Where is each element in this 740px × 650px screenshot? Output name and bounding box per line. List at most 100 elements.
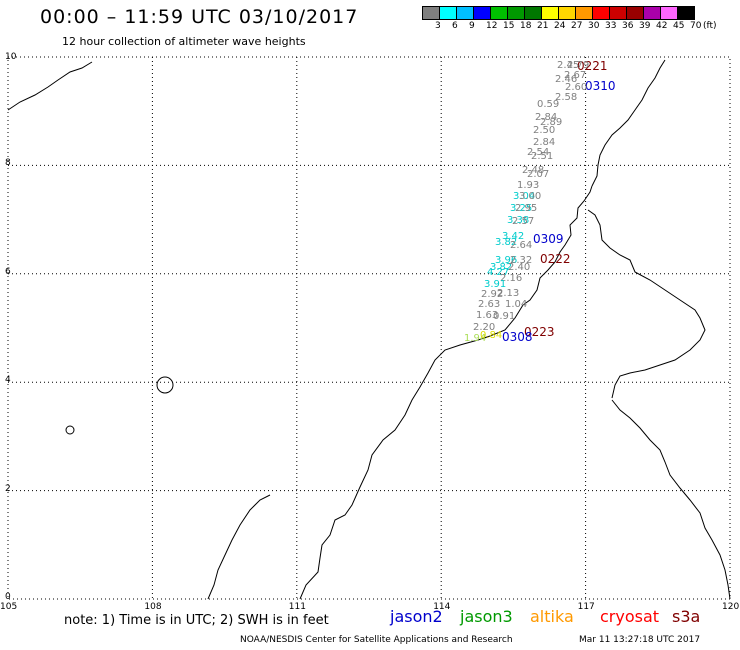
latitude-tick-label: 2 bbox=[5, 483, 11, 494]
legend-label: 33 bbox=[605, 21, 617, 31]
legend-unit: (ft) bbox=[703, 21, 717, 31]
swh-value-label: 3.38 bbox=[507, 215, 529, 226]
longitude-tick-label: 114 bbox=[433, 602, 451, 612]
swh-value-label: 2.20 bbox=[473, 322, 495, 333]
swh-value-label: 2.89 bbox=[540, 117, 562, 128]
wave-height-legend: 3 6 9 12 15 18 21 24 27 30 33 36 39 42 45 70 (ft) bbox=[422, 6, 717, 32]
track-time-label: 0310 bbox=[585, 79, 616, 93]
coastline-china-south bbox=[299, 185, 593, 600]
swh-value-label: 2.51 bbox=[531, 151, 553, 162]
swh-value-label: 2.46 bbox=[555, 74, 577, 85]
swh-value-label: 0.84 bbox=[480, 330, 502, 341]
swh-value-label: 2.79 bbox=[567, 60, 589, 71]
swh-value-label: 2.32 bbox=[510, 255, 532, 266]
legend-label: 39 bbox=[639, 21, 651, 31]
coastline-vietnam bbox=[591, 59, 666, 187]
track-time-label: 0223 bbox=[524, 325, 555, 339]
swh-value-label: 2.54 bbox=[527, 147, 549, 158]
latitude-tick-label: 0 bbox=[5, 592, 11, 602]
legend-label: 45 bbox=[673, 21, 685, 31]
swh-value-label: 2.50 bbox=[533, 125, 555, 136]
satellite-name: jason3 bbox=[460, 607, 513, 626]
latitude-tick-label: 10 bbox=[5, 52, 17, 62]
swh-value-label: 3.82 bbox=[495, 237, 517, 248]
coastline-sumatra bbox=[7, 61, 93, 111]
page-subtitle: 12 hour collection of altimeter wave hei… bbox=[62, 35, 306, 48]
longitude-tick-label: 120 bbox=[722, 602, 740, 612]
page-title: 00:00 – 11:59 UTC 03/10/2017 bbox=[40, 6, 359, 28]
legend-label: 70 bbox=[690, 21, 702, 31]
legend-label: 36 bbox=[622, 21, 634, 31]
swh-value-label: 2.92 bbox=[481, 289, 503, 300]
swh-value-label: 2.57 bbox=[512, 216, 534, 227]
swh-value-label: 3.82 bbox=[490, 262, 512, 273]
swh-value-label: 2.64 bbox=[510, 240, 532, 251]
swh-observations: 2.452.792.672.462.602.580.592.842.892.50… bbox=[464, 60, 589, 344]
legend-label: 27 bbox=[571, 21, 583, 31]
legend-swatch bbox=[677, 6, 695, 20]
swh-value-label: 3.42 bbox=[502, 231, 524, 242]
map-frame bbox=[7, 56, 731, 600]
swh-value-label: 3.00 bbox=[519, 191, 541, 202]
legend-label: 42 bbox=[656, 21, 668, 31]
satellite-name: s3a bbox=[672, 607, 701, 626]
swh-value-label: 3.91 bbox=[484, 279, 506, 290]
satellite-name: altika bbox=[530, 607, 574, 626]
coastline-borneo-east bbox=[611, 399, 731, 600]
swh-value-label: 2.60 bbox=[565, 82, 587, 93]
swh-value-label: 2.45 bbox=[557, 60, 579, 71]
swh-value-label: 3.96 bbox=[495, 255, 517, 266]
legend-label: 30 bbox=[588, 21, 600, 31]
swh-value-label: 2.84 bbox=[533, 137, 555, 148]
track-time-label: 0222 bbox=[540, 252, 571, 266]
coastline bbox=[7, 59, 731, 600]
swh-value-label: 1.04 bbox=[505, 299, 527, 310]
longitude-tick-label: 108 bbox=[144, 602, 162, 612]
latitude-tick-label: 8 bbox=[5, 158, 11, 169]
swh-value-label: 3.04 bbox=[513, 191, 535, 202]
swh-value-label: 1.93 bbox=[517, 180, 539, 191]
longitude-tick-label: 117 bbox=[577, 602, 595, 612]
legend-label: 24 bbox=[554, 21, 566, 31]
legend-label: 6 bbox=[452, 21, 458, 31]
swh-value-label: 2.67 bbox=[564, 70, 586, 81]
island-anambas bbox=[65, 425, 75, 435]
swh-value-label: 0.91 bbox=[493, 311, 515, 322]
coastline-malaya bbox=[207, 494, 271, 600]
longitude-tick-label: 105 bbox=[0, 602, 18, 612]
track-time-label: 0308 bbox=[502, 330, 533, 344]
swh-value-label: 4.27 bbox=[487, 267, 509, 278]
swh-value-label: 2.58 bbox=[555, 92, 577, 103]
swh-value-label: 2.48 bbox=[522, 165, 544, 176]
satellite-name: cryosat bbox=[600, 607, 660, 626]
swh-value-label: 2.16 bbox=[500, 273, 522, 284]
graticule bbox=[8, 57, 730, 599]
track-time-label: 0309 bbox=[533, 232, 564, 246]
legend-label: 12 bbox=[486, 21, 498, 31]
swh-value-label: 1.94 bbox=[464, 333, 486, 344]
swh-value-label: 3.25 bbox=[510, 203, 532, 214]
latitude-tick-label: 6 bbox=[5, 266, 11, 277]
satellite-name: jason2 bbox=[390, 607, 443, 626]
coastline-borneo-north bbox=[587, 209, 706, 399]
swh-value-label: 2.40 bbox=[508, 262, 530, 273]
swh-value-label: 2.07 bbox=[527, 169, 549, 180]
legend-label: 15 bbox=[503, 21, 515, 31]
legend-label: 3 bbox=[435, 21, 441, 31]
latitude-tick-label: 4 bbox=[5, 375, 11, 386]
swh-value-label: 2.63 bbox=[478, 299, 500, 310]
credit-text: NOAA/NESDIS Center for Satellite Applica… bbox=[240, 635, 513, 645]
units-note: note: 1) Time is in UTC; 2) SWH is in fe… bbox=[64, 613, 329, 628]
swh-value-label: 2.84 bbox=[535, 112, 557, 123]
longitude-tick-label: 111 bbox=[288, 602, 306, 612]
swh-value-label: 1.63 bbox=[476, 310, 498, 321]
legend-label: 18 bbox=[520, 21, 532, 31]
track-time-label: 0221 bbox=[577, 59, 608, 73]
swh-value-label: 2.13 bbox=[497, 288, 519, 299]
swh-value-label: 2.95 bbox=[515, 203, 537, 214]
swh-value-label: 0.59 bbox=[537, 99, 559, 110]
island-natuna bbox=[156, 376, 174, 394]
legend-label: 21 bbox=[537, 21, 549, 31]
